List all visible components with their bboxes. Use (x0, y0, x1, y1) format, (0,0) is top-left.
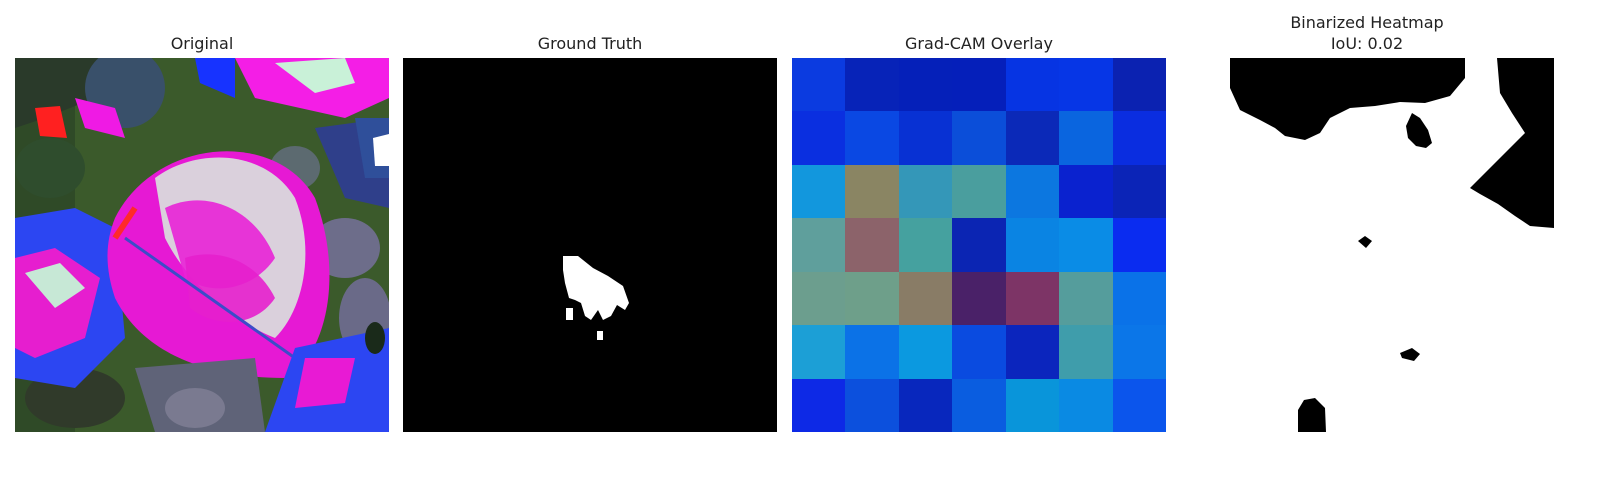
gradcam-cell (952, 111, 1006, 165)
mask-region (566, 308, 573, 320)
binarized-heatmap (1180, 58, 1554, 432)
gradcam-cell (845, 271, 899, 326)
gradcam-cell (1112, 111, 1166, 165)
gradcam-cell (952, 164, 1006, 219)
gradcam-cell (1005, 58, 1060, 112)
gradcam-cell (792, 58, 846, 112)
gradcam-cell (898, 164, 953, 219)
gradcam-cell (898, 325, 953, 379)
gradcam-overlay-title: Grad-CAM Overlay (905, 34, 1053, 53)
heatmap-region (1400, 348, 1420, 361)
gradcam-cell (1059, 271, 1113, 326)
gradcam-cell (1112, 271, 1166, 326)
gradcam-cell (1005, 111, 1060, 165)
gradcam-cell (1112, 378, 1166, 432)
heatmap-region (1358, 236, 1372, 248)
gradcam-cell (952, 271, 1006, 326)
gradcam-cell (1059, 58, 1113, 112)
gradcam-cell (1059, 111, 1113, 165)
gradcam-cell (845, 111, 899, 165)
gradcam-cell (792, 164, 846, 219)
binarized-heatmap-title-text: Binarized Heatmap (1290, 13, 1444, 32)
gradcam-cell (898, 378, 953, 432)
iou-score: IoU: 0.02 (1330, 34, 1404, 53)
gradcam-cell (898, 58, 953, 112)
gradcam-cell (845, 218, 899, 272)
heatmap-region (1230, 58, 1465, 140)
gradcam-cell (952, 58, 1006, 112)
gradcam-cell (845, 164, 899, 219)
gradcam-cell (1059, 325, 1113, 379)
gradcam-cell (1005, 325, 1060, 379)
gradcam-cell (1005, 378, 1060, 432)
heatmap-region (1406, 113, 1432, 148)
gradcam-cell (952, 218, 1006, 272)
gradcam-cell (1005, 218, 1060, 272)
gradcam-cell (845, 325, 899, 379)
gradcam-cell (1112, 58, 1166, 112)
gradcam-cell (792, 378, 846, 432)
gradcam-cell (792, 325, 846, 379)
gradcam-cell (1005, 164, 1060, 219)
gradcam-cell (845, 58, 899, 112)
gradcam-cell (792, 271, 846, 326)
gradcam-cell (1059, 218, 1113, 272)
heatmap-region (1470, 58, 1554, 228)
binarized-heatmap-title: Binarized Heatmap IoU: 0.02 (1180, 12, 1554, 54)
gradcam-cell (792, 218, 846, 272)
gradcam-cell (952, 325, 1006, 379)
gradcam-cell (898, 271, 953, 326)
gradcam-cell (952, 378, 1006, 432)
gradcam-cell (1005, 271, 1060, 326)
gradcam-cell (1059, 164, 1113, 219)
ground-truth-title: Ground Truth (537, 34, 643, 53)
gradcam-cell (1059, 378, 1113, 432)
heatmap-region (1298, 398, 1326, 432)
gradcam-cell (1112, 325, 1166, 379)
gradcam-cell (1112, 218, 1166, 272)
original-title: Original (170, 34, 234, 53)
gradcam-cell (898, 218, 953, 272)
gradcam-cell (792, 111, 846, 165)
gradcam-cell (898, 111, 953, 165)
gradcam-cell (1112, 164, 1166, 219)
gradcam-grid (792, 58, 1166, 432)
gradcam-cell (845, 378, 899, 432)
gradcam-overlay (792, 58, 1166, 432)
ground-truth-mask (403, 58, 777, 432)
mask-region (597, 331, 603, 340)
mask-region (563, 256, 629, 320)
original-image (15, 58, 389, 432)
